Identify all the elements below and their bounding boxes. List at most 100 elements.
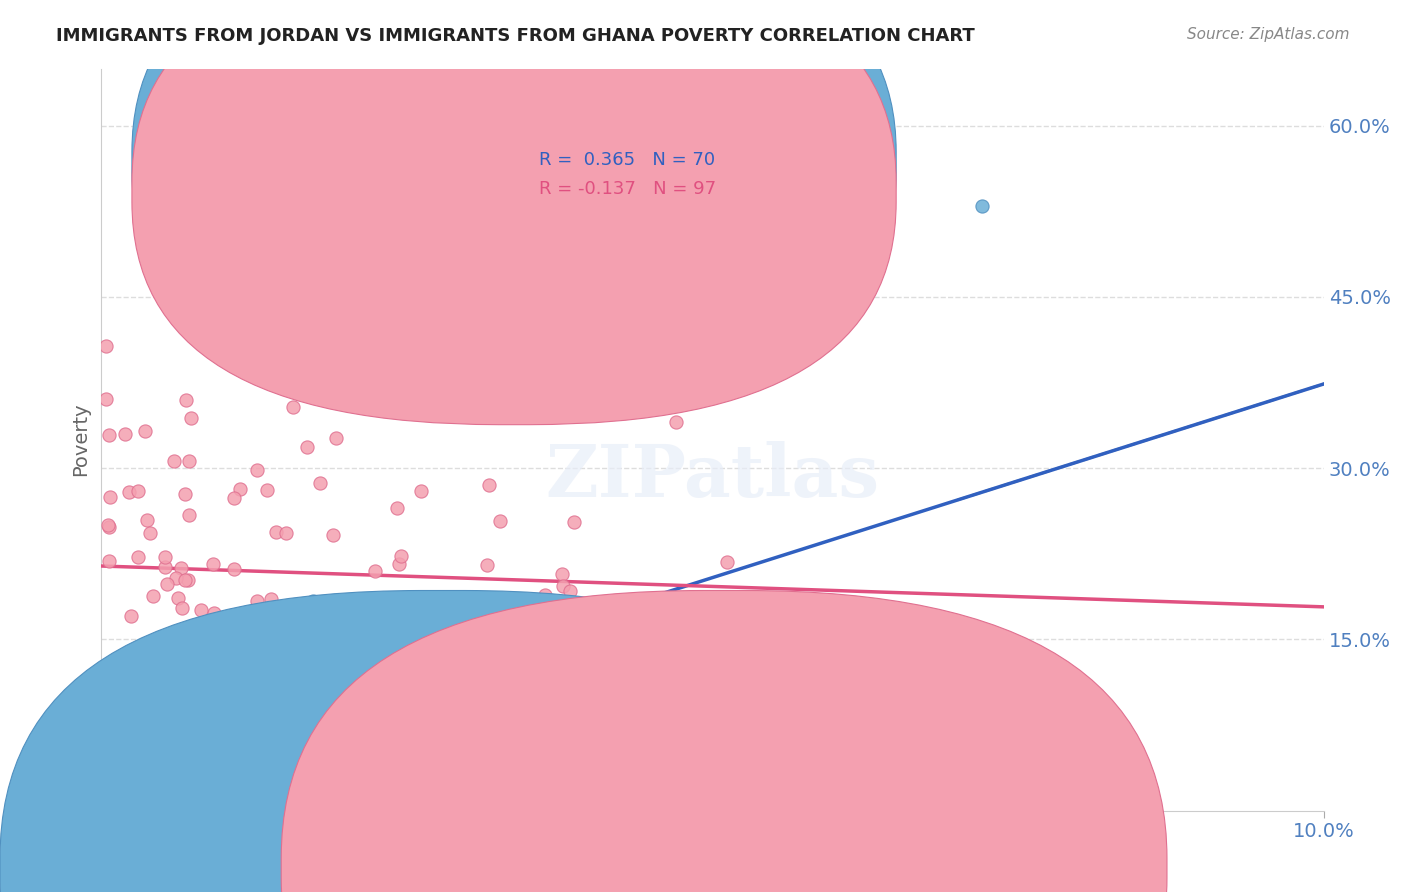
Text: Immigrants from Jordan: Immigrants from Jordan bbox=[436, 855, 633, 873]
Point bbox=[457, 744, 479, 758]
Point bbox=[153, 549, 176, 564]
Point bbox=[136, 769, 159, 783]
Point bbox=[97, 427, 120, 442]
Point bbox=[492, 663, 515, 677]
Point bbox=[162, 769, 184, 783]
Point bbox=[139, 525, 162, 540]
Point bbox=[468, 639, 491, 653]
Y-axis label: Poverty: Poverty bbox=[72, 402, 90, 476]
Point bbox=[202, 607, 225, 621]
Point bbox=[517, 648, 540, 663]
Point bbox=[395, 598, 418, 612]
Point bbox=[224, 562, 246, 576]
Point bbox=[208, 347, 231, 361]
Point bbox=[198, 719, 221, 733]
Text: Immigrants from Ghana: Immigrants from Ghana bbox=[716, 855, 915, 873]
Point bbox=[120, 608, 142, 623]
Point bbox=[319, 747, 342, 761]
Point bbox=[179, 775, 201, 789]
Point bbox=[217, 740, 239, 755]
Point bbox=[174, 769, 197, 783]
Point bbox=[368, 640, 391, 654]
Point bbox=[174, 658, 197, 673]
FancyBboxPatch shape bbox=[481, 132, 773, 228]
Point bbox=[135, 673, 157, 688]
Point bbox=[562, 515, 585, 529]
Text: ZIPatlas: ZIPatlas bbox=[546, 442, 880, 512]
Point bbox=[325, 431, 347, 445]
Point bbox=[117, 485, 139, 500]
Point bbox=[156, 577, 179, 591]
Point bbox=[409, 667, 432, 681]
Point bbox=[204, 747, 226, 761]
Point bbox=[142, 589, 165, 603]
Point bbox=[364, 565, 387, 579]
Point bbox=[143, 769, 166, 783]
Point bbox=[551, 566, 574, 581]
Text: Source: ZipAtlas.com: Source: ZipAtlas.com bbox=[1187, 27, 1350, 42]
Point bbox=[98, 553, 121, 567]
Point bbox=[229, 482, 252, 496]
Point bbox=[201, 557, 224, 571]
Point bbox=[194, 678, 217, 692]
Point bbox=[111, 681, 134, 695]
Point bbox=[256, 483, 278, 498]
Point bbox=[153, 560, 176, 574]
Point bbox=[127, 549, 149, 564]
Point bbox=[297, 668, 319, 682]
Point bbox=[301, 594, 323, 608]
Point bbox=[477, 715, 499, 730]
Point bbox=[232, 769, 254, 783]
Text: R = -0.137   N = 97: R = -0.137 N = 97 bbox=[538, 180, 716, 198]
Point bbox=[249, 685, 271, 699]
Point bbox=[200, 769, 222, 783]
Point bbox=[214, 632, 236, 647]
Point bbox=[595, 769, 617, 783]
Point bbox=[177, 454, 200, 468]
Point bbox=[172, 632, 194, 647]
Point bbox=[135, 513, 157, 527]
Point bbox=[202, 629, 225, 643]
Point bbox=[103, 701, 125, 715]
Point bbox=[309, 475, 332, 490]
Point bbox=[665, 415, 688, 429]
Point bbox=[105, 769, 128, 783]
Point bbox=[131, 769, 153, 783]
Point bbox=[190, 603, 212, 617]
Point bbox=[98, 765, 121, 780]
Point bbox=[232, 685, 254, 699]
Point bbox=[125, 647, 148, 661]
Point bbox=[129, 769, 152, 783]
Point bbox=[276, 525, 298, 540]
Point bbox=[252, 615, 274, 629]
Point bbox=[322, 527, 344, 541]
Point bbox=[815, 630, 838, 644]
Point bbox=[463, 657, 485, 671]
Point bbox=[467, 769, 489, 783]
Point bbox=[536, 769, 558, 783]
Point bbox=[183, 631, 205, 645]
Point bbox=[188, 682, 211, 697]
Point bbox=[180, 411, 202, 425]
Point bbox=[165, 658, 187, 673]
Point bbox=[107, 663, 129, 677]
Point bbox=[107, 678, 129, 692]
Point bbox=[177, 573, 200, 587]
Point bbox=[273, 665, 295, 680]
Point bbox=[94, 339, 117, 353]
Point bbox=[114, 427, 136, 442]
Point bbox=[388, 557, 411, 571]
Point bbox=[212, 755, 235, 769]
Point bbox=[163, 454, 186, 468]
Point bbox=[190, 718, 212, 732]
Point bbox=[177, 508, 200, 522]
Point bbox=[214, 769, 236, 783]
Point bbox=[394, 637, 416, 651]
Point bbox=[96, 706, 118, 721]
Point bbox=[156, 746, 179, 760]
Point bbox=[477, 558, 499, 572]
Point bbox=[138, 769, 160, 783]
Text: IMMIGRANTS FROM JORDAN VS IMMIGRANTS FROM GHANA POVERTY CORRELATION CHART: IMMIGRANTS FROM JORDAN VS IMMIGRANTS FRO… bbox=[56, 27, 974, 45]
Point bbox=[156, 769, 179, 783]
Point bbox=[359, 647, 381, 661]
